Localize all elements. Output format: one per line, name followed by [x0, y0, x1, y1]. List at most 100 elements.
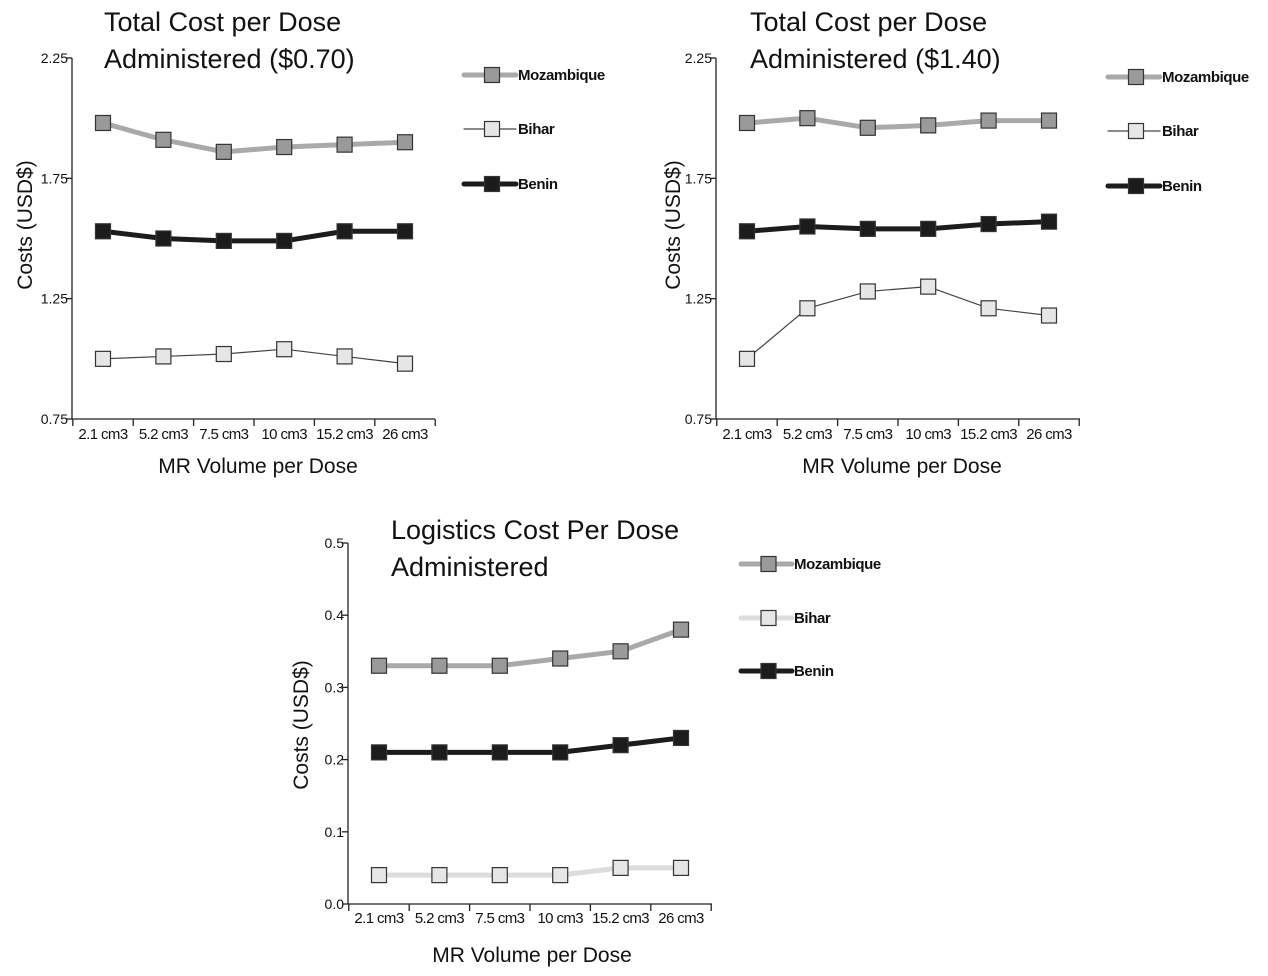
x-tick-label: 15.2 cm3: [960, 426, 1017, 443]
x-tick-label: 7.5 cm3: [475, 910, 524, 927]
series-line-bihar: [746, 286, 1050, 360]
series-line-benin: [102, 228, 405, 244]
x-axis-label: MR Volume per Dose: [802, 455, 1002, 478]
x-tick-label: 2.1 cm3: [354, 910, 403, 927]
data-point-mozambique: [94, 114, 112, 132]
x-tick-label: 2.1 cm3: [722, 426, 771, 443]
legend-marker-bihar: [483, 120, 501, 138]
series-line-mozambique: [379, 627, 682, 669]
data-point-bihar: [94, 350, 112, 367]
data-point-benin: [94, 223, 112, 240]
chart-title-line: Administered: [391, 552, 549, 582]
data-point-mozambique: [276, 138, 293, 156]
series-line-benin: [379, 735, 682, 755]
chart-title-line: Logistics Cost Per Dose: [391, 515, 679, 545]
legend-label-bihar: Bihar: [1162, 123, 1199, 140]
data-point-benin: [370, 744, 388, 761]
data-point-bihar: [1040, 307, 1058, 324]
data-point-mozambique: [215, 143, 232, 160]
data-point-bihar: [491, 867, 508, 884]
data-point-benin: [396, 223, 414, 240]
data-point-bihar: [396, 355, 414, 372]
data-point-mozambique: [799, 110, 816, 127]
legend-marker-bihar: [760, 609, 777, 627]
legend-label-bihar: Bihar: [794, 610, 831, 627]
series-line-benin: [746, 219, 1050, 234]
data-point-mozambique: [859, 119, 876, 136]
y-tick-label: 1.75: [685, 170, 712, 186]
data-point-benin: [612, 737, 629, 754]
y-tick-label: 0.75: [41, 411, 68, 427]
x-tick-label: 2.1 cm3: [78, 426, 127, 443]
y-tick-label: 2.25: [685, 50, 712, 66]
y-axis-label: Costs (USD$): [14, 160, 37, 290]
x-tick-label: 7.5 cm3: [199, 426, 248, 443]
data-point-mozambique: [336, 136, 353, 153]
data-point-benin: [336, 223, 353, 240]
data-point-benin: [431, 744, 448, 761]
data-point-benin: [1040, 213, 1058, 230]
chart-title-line: Administered ($1.40): [750, 44, 1001, 74]
data-point-benin: [738, 223, 756, 240]
data-point-benin: [155, 230, 172, 247]
data-point-mozambique: [612, 643, 629, 660]
legend-marker-benin: [483, 175, 501, 193]
legend: Mozambique Bihar Benin: [461, 66, 605, 193]
data-point-bihar: [859, 283, 876, 300]
x-tick-label: 10 cm3: [537, 910, 583, 927]
x-axis-label: MR Volume per Dose: [158, 455, 358, 478]
y-tick-label: 0.2: [325, 752, 345, 768]
data-point-benin: [799, 218, 816, 235]
legend-label-bihar: Bihar: [518, 121, 555, 138]
y-tick-label: 1.25: [41, 291, 68, 307]
chart-panel-1: Total Cost per Dose Administered ($0.70) 0…: [14, 7, 605, 478]
legend-marker-benin: [1127, 177, 1145, 195]
data-point-benin: [215, 232, 232, 250]
data-point-mozambique: [672, 621, 690, 638]
x-tick-label: 7.5 cm3: [843, 426, 892, 443]
legend-label-benin: Benin: [518, 176, 558, 193]
data-point-bihar: [276, 341, 293, 358]
y-tick-label: 0.1: [325, 824, 345, 840]
legend-marker-bihar: [1127, 122, 1145, 140]
data-point-benin: [552, 744, 569, 761]
series-line-mozambique: [102, 120, 406, 155]
legend: Mozambique Bihar Benin: [738, 555, 881, 680]
data-point-mozambique: [738, 114, 756, 132]
data-point-mozambique: [552, 650, 569, 667]
data-point-bihar: [215, 345, 232, 363]
legend-marker-mozambique: [1127, 68, 1145, 86]
chart-title-line: Administered ($0.70): [104, 44, 355, 74]
data-point-mozambique: [920, 117, 937, 134]
y-tick-label: 0.4: [325, 607, 345, 623]
x-tick-label: 5.2 cm3: [415, 910, 464, 927]
y-tick-label: 0.75: [685, 411, 712, 427]
x-tick-label: 15.2 cm3: [592, 910, 649, 927]
data-point-bihar: [799, 300, 816, 317]
legend-label-mozambique: Mozambique: [794, 556, 881, 573]
chart-title-line: Total Cost per Dose: [104, 7, 341, 37]
series-line-mozambique: [746, 115, 1049, 131]
x-tick-label: 10 cm3: [261, 426, 307, 443]
y-tick-label: 0.5: [325, 535, 345, 551]
x-tick-label: 5.2 cm3: [783, 426, 832, 443]
data-point-mozambique: [1040, 112, 1058, 129]
legend-marker-mozambique: [483, 66, 501, 84]
legend-marker-benin: [760, 662, 777, 680]
x-tick-label: 5.2 cm3: [139, 426, 188, 443]
data-point-benin: [859, 220, 876, 237]
data-point-bihar: [920, 278, 937, 295]
legend: Mozambique Bihar Benin: [1105, 68, 1249, 195]
data-point-bihar: [370, 867, 388, 884]
data-point-bihar: [612, 859, 629, 877]
x-tick-label: 26 cm3: [382, 426, 428, 443]
data-point-benin: [672, 729, 690, 747]
y-tick-label: 1.75: [41, 170, 68, 186]
data-point-benin: [491, 744, 508, 761]
data-point-bihar: [672, 859, 690, 877]
data-point-bihar: [336, 348, 353, 365]
legend-label-mozambique: Mozambique: [1162, 69, 1249, 86]
data-point-mozambique: [431, 657, 448, 674]
